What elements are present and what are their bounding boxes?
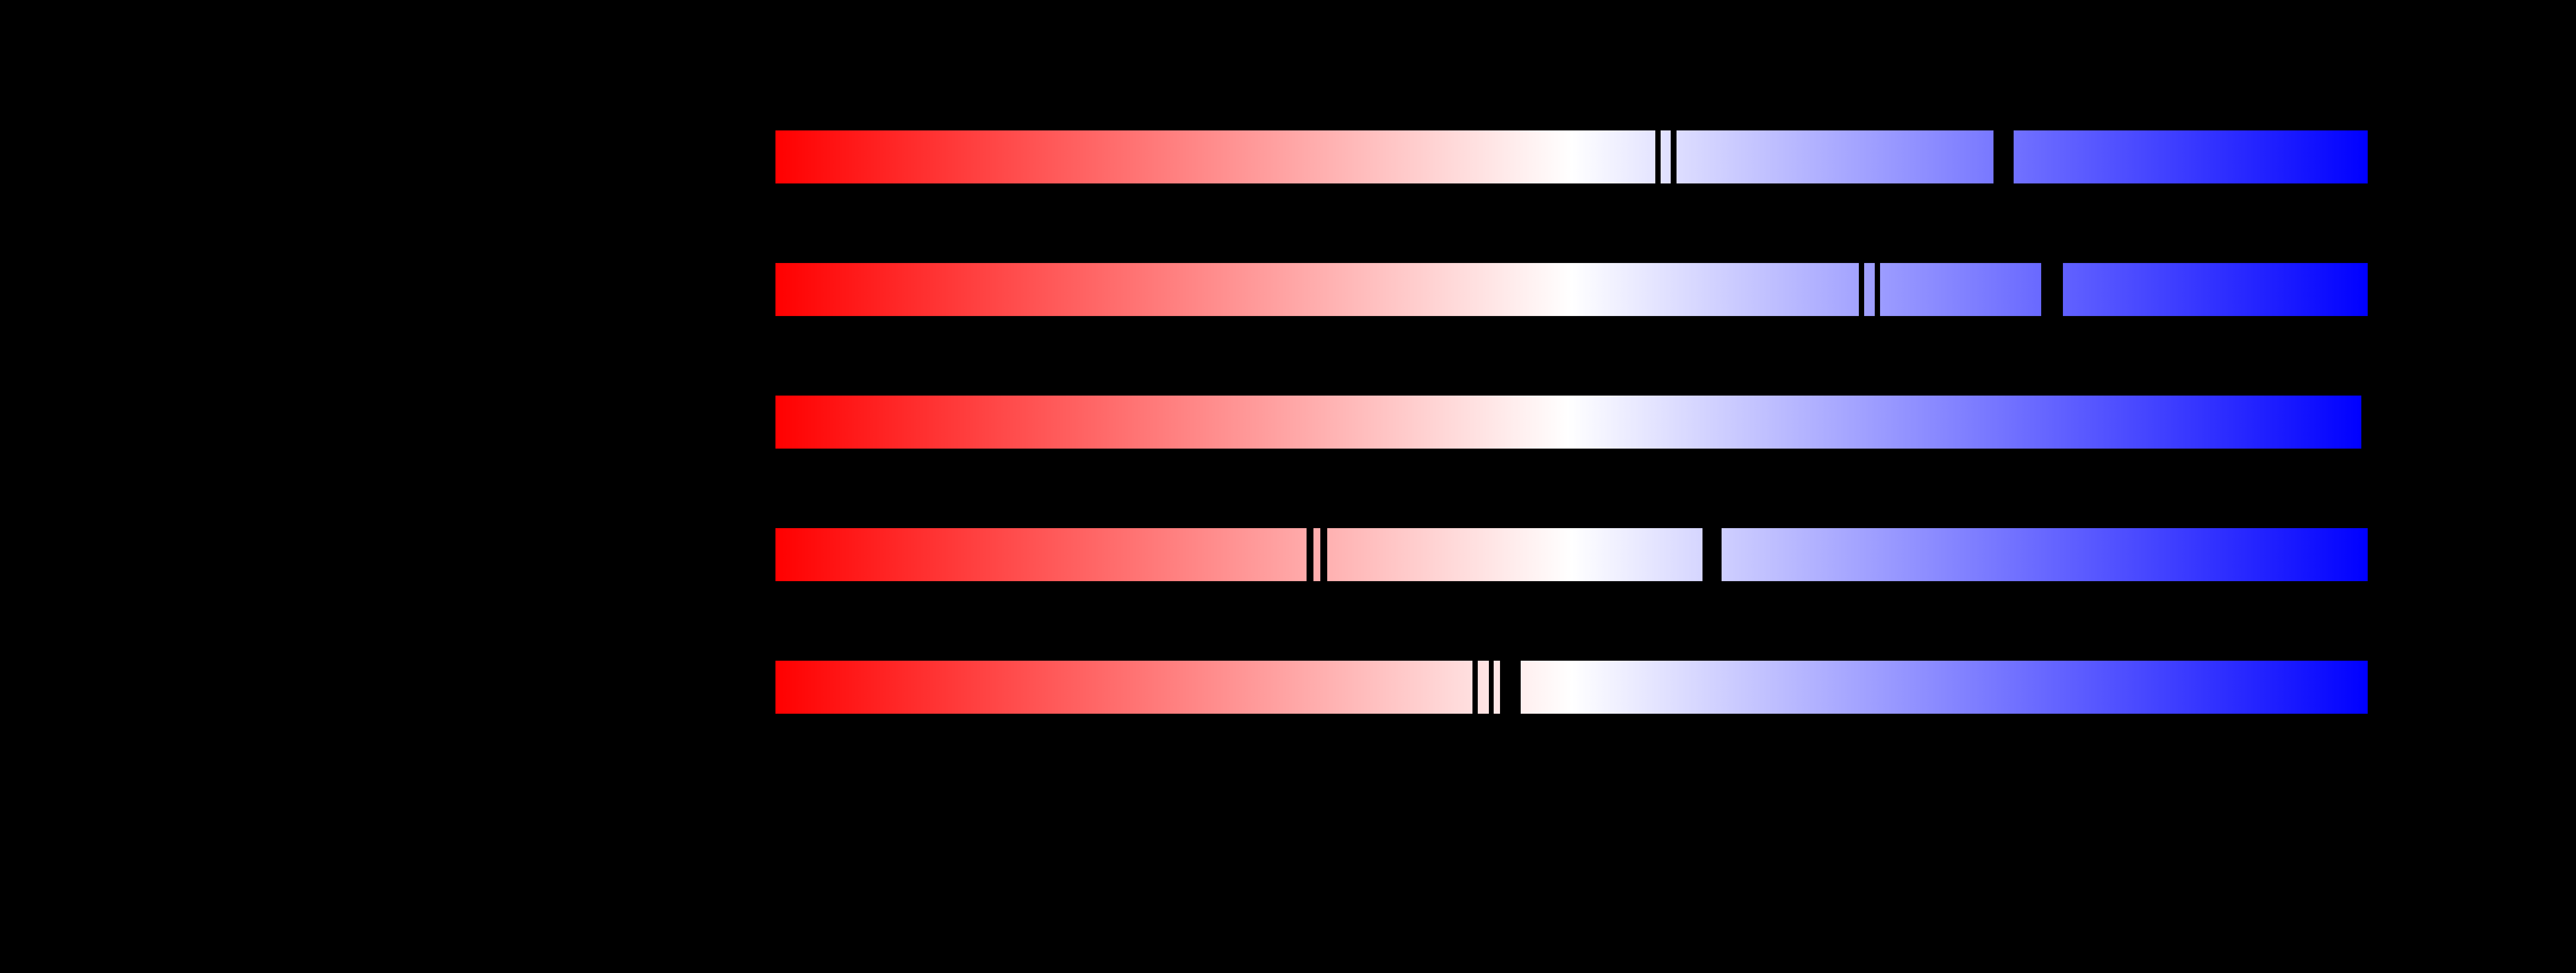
tick-marker bbox=[1655, 130, 1661, 183]
gradient-bar-row-3 bbox=[775, 396, 2361, 449]
gap-marker bbox=[1500, 661, 1521, 714]
gradient-bar-row-4 bbox=[775, 528, 2368, 581]
tick-marker bbox=[1489, 661, 1494, 714]
gradient-bar-row-2 bbox=[775, 263, 2368, 316]
tick-marker bbox=[1320, 528, 1327, 581]
gap-marker bbox=[1993, 130, 2014, 183]
tick-marker bbox=[1859, 263, 1864, 316]
tick-marker bbox=[1472, 661, 1478, 714]
tick-marker bbox=[1875, 263, 1880, 316]
tick-marker bbox=[1671, 130, 1677, 183]
gradient-bar-row-1 bbox=[775, 130, 2368, 183]
gap-marker bbox=[2041, 263, 2063, 316]
tick-marker bbox=[1307, 528, 1313, 581]
gradient-bar-row-5 bbox=[775, 661, 2368, 714]
gap-marker bbox=[1702, 528, 1722, 581]
